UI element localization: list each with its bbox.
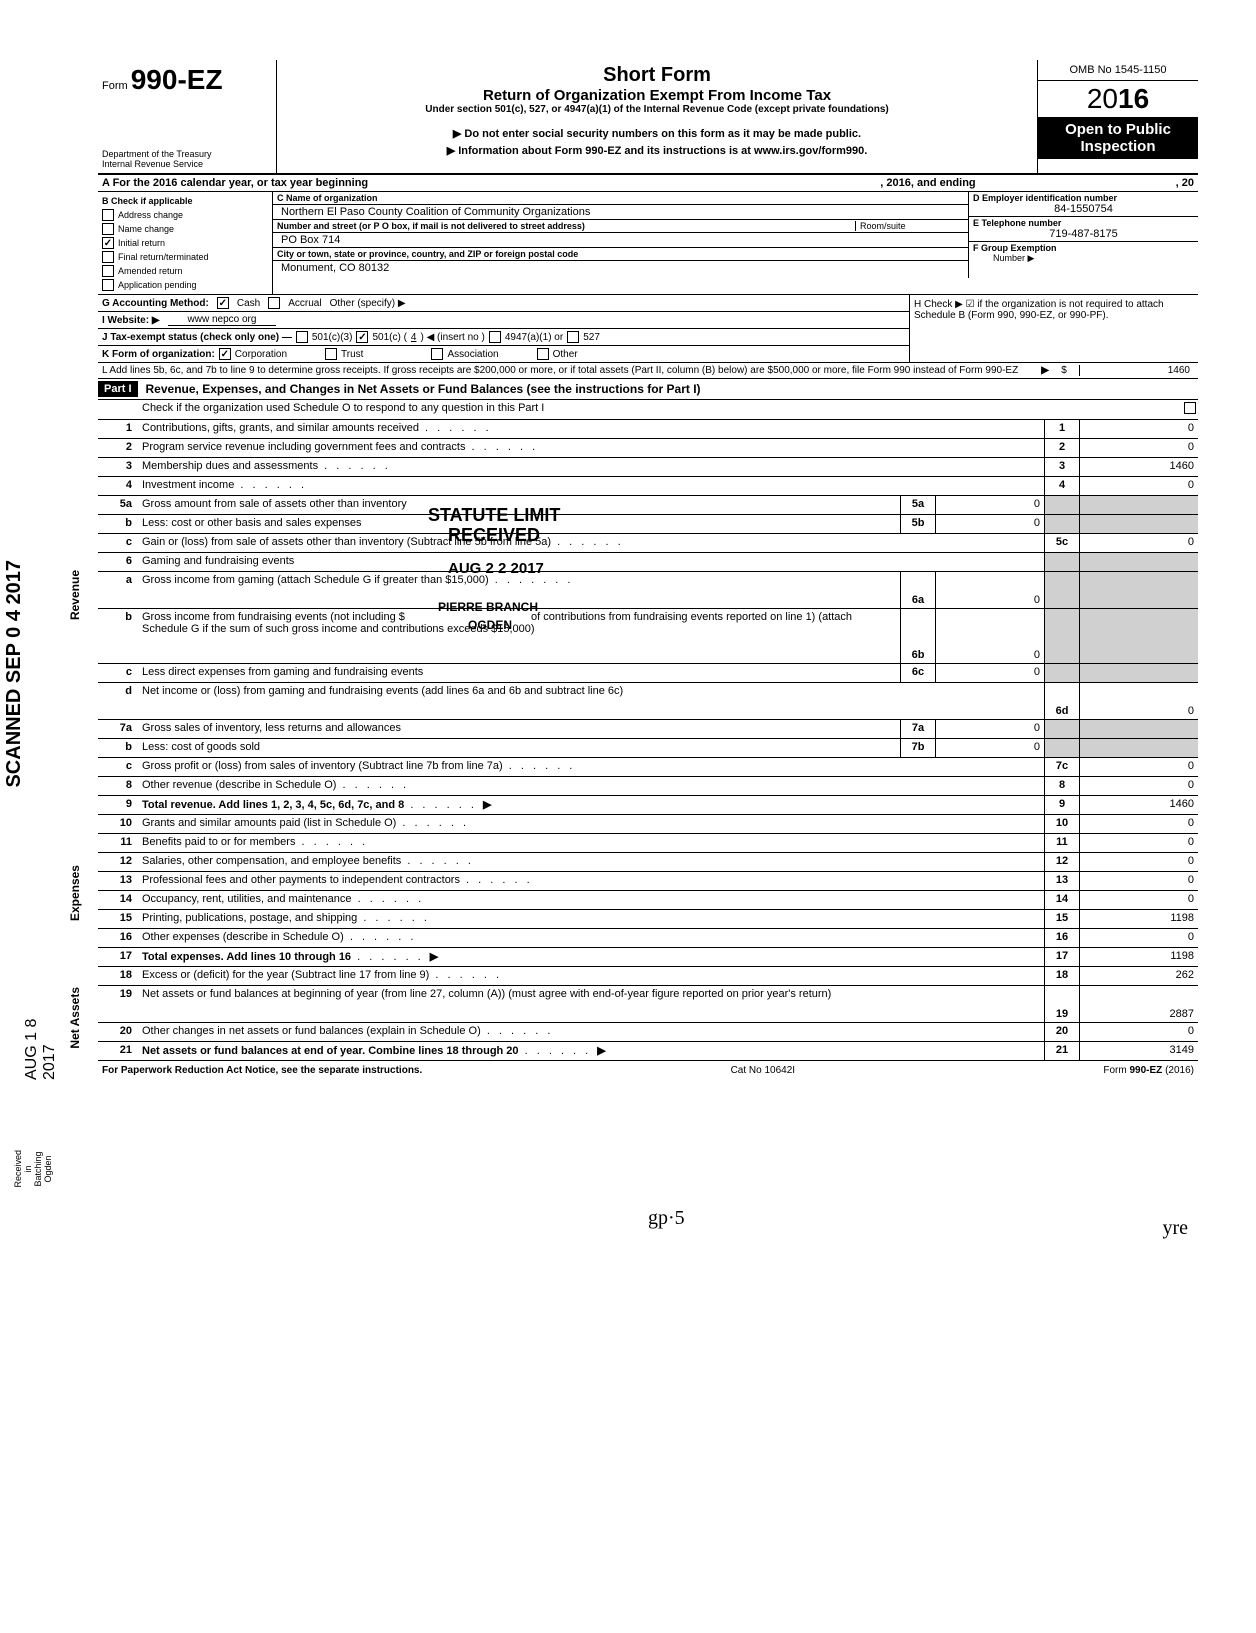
cb-501c3[interactable] xyxy=(296,331,308,343)
instr-web: ▶ Information about Form 990-EZ and its … xyxy=(293,144,1021,157)
ein: 84-1550754 xyxy=(973,203,1194,215)
line-9: 9 Total revenue. Add lines 1, 2, 3, 4, 5… xyxy=(98,796,1198,815)
e-label: E Telephone number xyxy=(973,218,1061,228)
line-b: b Less: cost or other basis and sales ex… xyxy=(98,515,1198,534)
line-5a: 5a Gross amount from sale of assets othe… xyxy=(98,496,1198,515)
c-name-label: C Name of organization xyxy=(277,193,378,203)
dept-treasury: Department of the Treasury xyxy=(102,149,272,159)
aug18-stamp: AUG 1 8 2017 xyxy=(23,990,59,1080)
cb-name-change[interactable] xyxy=(102,223,114,235)
form-990ez: SCANNED SEP 0 4 2017 AUG 1 8 2017 Receiv… xyxy=(98,60,1198,1080)
org-name: Northern El Paso County Coalition of Com… xyxy=(277,206,590,218)
handwritten-gp5: gp·5 xyxy=(648,1207,685,1230)
line-15: 15 Printing, publications, postage, and … xyxy=(98,910,1198,929)
j-label: J Tax-exempt status (check only one) — xyxy=(102,332,292,343)
line-4: 4 Investment income . . . . . . 4 0 xyxy=(98,477,1198,496)
line-13: 13 Professional fees and other payments … xyxy=(98,872,1198,891)
cb-trust[interactable] xyxy=(325,348,337,360)
g-label: G Accounting Method: xyxy=(102,298,209,309)
form-label: Form 990-EZ xyxy=(102,80,223,92)
cb-4947[interactable] xyxy=(489,331,501,343)
cb-schedule-o[interactable] xyxy=(1184,402,1196,414)
cb-527[interactable] xyxy=(567,331,579,343)
cb-address-change[interactable] xyxy=(102,209,114,221)
org-address: PO Box 714 xyxy=(277,234,340,246)
line-c: c Less direct expenses from gaming and f… xyxy=(98,664,1198,683)
form-subtitle: Return of Organization Exempt From Incom… xyxy=(285,87,1029,104)
h-check: H Check ▶ ☑ if the organization is not r… xyxy=(909,295,1198,362)
page-footer: For Paperwork Reduction Act Notice, see … xyxy=(98,1061,1198,1080)
schedule-o-check: Check if the organization used Schedule … xyxy=(138,400,1182,419)
revenue-vlabel: Revenue xyxy=(68,570,82,620)
line-1: 1 Contributions, gifts, grants, and simi… xyxy=(98,420,1198,439)
scanned-stamp: SCANNED SEP 0 4 2017 xyxy=(3,560,26,788)
org-info-block: B Check if applicable Address change Nam… xyxy=(98,192,1198,295)
line-16: 16 Other expenses (describe in Schedule … xyxy=(98,929,1198,948)
city-label: City or town, state or province, country… xyxy=(277,249,578,259)
netassets-vlabel: Net Assets xyxy=(68,987,82,1049)
d-label: D Employer identification number xyxy=(973,193,1117,203)
line-a: A For the 2016 calendar year, or tax yea… xyxy=(98,175,1198,192)
cb-accrual[interactable] xyxy=(268,297,280,309)
line-2: 2 Program service revenue including gove… xyxy=(98,439,1198,458)
cb-final-return[interactable] xyxy=(102,251,114,263)
tax-year: 2016 xyxy=(1038,81,1198,117)
line-11: 11 Benefits paid to or for members . . .… xyxy=(98,834,1198,853)
part1-header: Part I Revenue, Expenses, and Changes in… xyxy=(98,379,1198,400)
cb-cash[interactable] xyxy=(217,297,229,309)
instr-ssn: ▶ Do not enter social security numbers o… xyxy=(293,127,1021,140)
b-label: B Check if applicable xyxy=(100,194,270,208)
cb-app-pending[interactable] xyxy=(102,279,114,291)
form-under: Under section 501(c), 527, or 4947(a)(1)… xyxy=(285,104,1029,115)
org-city: Monument, CO 80132 xyxy=(277,262,389,274)
form-header: Form 990-EZ Department of the Treasury I… xyxy=(98,60,1198,175)
line-21: 21 Net assets or fund balances at end of… xyxy=(98,1042,1198,1061)
cb-initial-return[interactable] xyxy=(102,237,114,249)
line-14: 14 Occupancy, rent, utilities, and maint… xyxy=(98,891,1198,910)
received-ogden-stamp: Received in Batching Ogden xyxy=(13,1150,53,1188)
f-number-label: Number ▶ xyxy=(973,253,1034,263)
line-c: c Gross profit or (loss) from sales of i… xyxy=(98,758,1198,777)
k-label: K Form of organization: xyxy=(102,349,215,360)
website: www nepco org xyxy=(168,314,277,326)
gross-receipts: 1460 xyxy=(1079,365,1194,376)
cb-assoc[interactable] xyxy=(431,348,443,360)
irs-label: Internal Revenue Service xyxy=(102,159,272,169)
room-suite-label: Room/suite xyxy=(855,221,964,231)
line-8: 8 Other revenue (describe in Schedule O)… xyxy=(98,777,1198,796)
i-label: I Website: ▶ xyxy=(102,315,160,326)
line-7a: 7a Gross sales of inventory, less return… xyxy=(98,720,1198,739)
line-18: 18 Excess or (deficit) for the year (Sub… xyxy=(98,967,1198,986)
open-public: Open to Public Inspection xyxy=(1038,117,1198,159)
line-20: 20 Other changes in net assets or fund b… xyxy=(98,1023,1198,1042)
addr-label: Number and street (or P O box, if mail i… xyxy=(277,221,855,231)
cb-corp[interactable] xyxy=(219,348,231,360)
cb-501c[interactable] xyxy=(356,331,368,343)
line-10: 10 Grants and similar amounts paid (list… xyxy=(98,815,1198,834)
f-label: F Group Exemption xyxy=(973,243,1057,253)
omb-number: OMB No 1545-1150 xyxy=(1038,60,1198,81)
line-3: 3 Membership dues and assessments . . . … xyxy=(98,458,1198,477)
line-b: b Less: cost of goods sold 7b 0 xyxy=(98,739,1198,758)
handwritten-yre: yre xyxy=(1162,1217,1188,1240)
cb-amended[interactable] xyxy=(102,265,114,277)
telephone: 719-487-8175 xyxy=(973,228,1194,240)
line-c: c Gain or (loss) from sale of assets oth… xyxy=(98,534,1198,553)
expenses-vlabel: Expenses xyxy=(68,865,82,921)
line-l: L Add lines 5b, 6c, and 7b to line 9 to … xyxy=(102,365,1041,376)
form-title: Short Form xyxy=(285,64,1029,87)
cb-other-org[interactable] xyxy=(537,348,549,360)
line-17: 17 Total expenses. Add lines 10 through … xyxy=(98,948,1198,967)
line-12: 12 Salaries, other compensation, and emp… xyxy=(98,853,1198,872)
